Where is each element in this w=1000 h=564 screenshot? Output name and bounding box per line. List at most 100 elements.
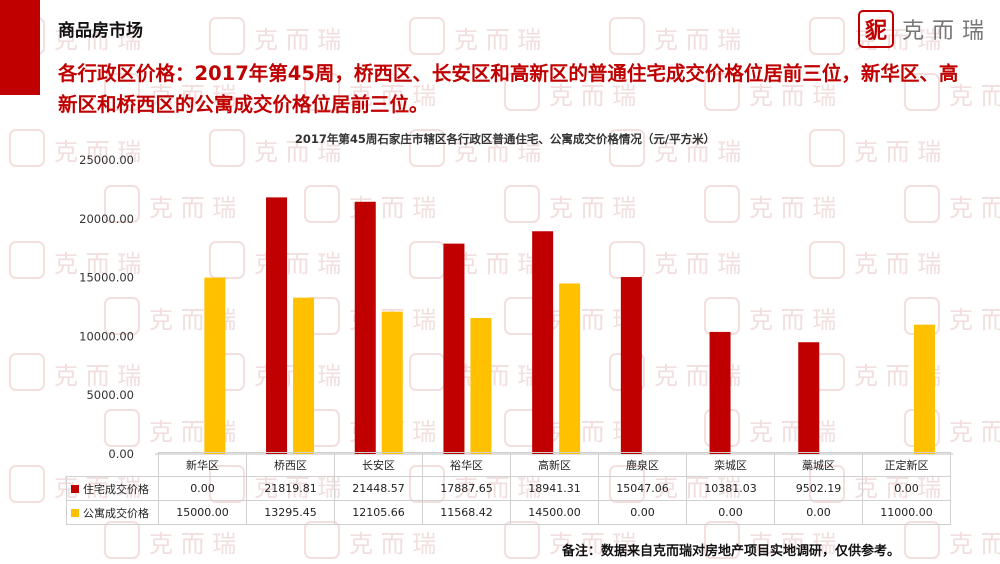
x-category-label: 裕华区 <box>422 452 511 477</box>
data-value-cell: 9502.19 <box>774 476 863 501</box>
watermark-text: 克 而 瑞 <box>454 250 541 278</box>
legend-swatch <box>71 508 79 517</box>
data-value-cell: 17887.65 <box>422 476 511 501</box>
watermark-text: 克 而 瑞 <box>749 194 836 222</box>
data-value-cell: 21448.57 <box>334 476 423 501</box>
watermark-text: 克 而 瑞 <box>349 82 436 110</box>
watermark-seal-icon <box>104 73 140 111</box>
watermark-text: 克 而 瑞 <box>549 530 636 558</box>
bar-residential <box>354 201 376 454</box>
logo-text: 克而瑞 <box>902 19 993 44</box>
watermark-seal-icon <box>409 17 445 55</box>
watermark-text: 克 而 瑞 <box>54 362 141 390</box>
watermark-text: 克 而 瑞 <box>54 26 141 54</box>
watermark-seal-icon <box>809 129 845 167</box>
watermark-text: 克 而 瑞 <box>749 82 836 110</box>
watermark-seal-icon <box>304 73 340 111</box>
watermark-text: 克 而 瑞 <box>54 138 141 166</box>
watermark-seal-icon <box>704 73 740 111</box>
table-corner-cell <box>67 453 159 477</box>
watermark-text: 克 而 瑞 <box>949 82 1000 110</box>
x-category-label: 新华区 <box>158 452 247 477</box>
section-accent-bar <box>0 0 40 95</box>
bar-residential <box>443 243 465 454</box>
watermark-seal-icon <box>304 185 340 223</box>
bar-residential <box>798 342 820 454</box>
legend-entry: 住宅成交价格 <box>66 476 159 501</box>
bar-apartment <box>293 297 315 454</box>
watermark-text: 克 而 瑞 <box>949 306 1000 334</box>
legend-entry: 公寓成交价格 <box>66 500 159 525</box>
watermark-text: 克 而 瑞 <box>549 194 636 222</box>
table-header-row: 新华区 桥西区 长安区 裕华区 高新区 鹿泉区 栾城区 藁城区 正定新区 <box>67 452 951 477</box>
x-category-label: 正定新区 <box>862 452 951 477</box>
watermark-text: 克 而 瑞 <box>949 418 1000 446</box>
watermark-seal-icon <box>104 185 140 223</box>
watermark-text: 克 而 瑞 <box>54 250 141 278</box>
legend-label: 公寓成交价格 <box>83 506 149 520</box>
watermark-seal-icon <box>609 17 645 55</box>
watermark-seal-icon <box>609 129 645 167</box>
watermark-seal-icon <box>809 17 845 55</box>
headline: 各行政区价格：2017年第45周，桥西区、长安区和高新区的普通住宅成交价格位居前… <box>58 62 959 116</box>
x-category-label: 桥西区 <box>246 452 335 477</box>
data-value-cell: 14500.00 <box>510 500 599 525</box>
watermark-text: 克 而 瑞 <box>749 306 836 334</box>
bar-residential <box>620 277 642 454</box>
data-value-cell: 12105.66 <box>334 500 423 525</box>
watermark-text: 克 而 瑞 <box>454 26 541 54</box>
chart-data-table: 新华区 桥西区 长安区 裕华区 高新区 鹿泉区 栾城区 藁城区 正定新区 住宅成交价格 0.00 2… <box>66 452 951 525</box>
table-series-row: 公寓成交价格 15000.00 13295.45 12105.66 11568.42 14… <box>66 500 951 525</box>
watermark-seal-icon <box>9 465 45 503</box>
watermark-text: 克 而 瑞 <box>349 530 436 558</box>
watermark-seal-icon <box>104 409 140 447</box>
data-value-cell: 11568.42 <box>422 500 511 525</box>
watermark-seal-icon <box>9 129 45 167</box>
data-value-cell: 11000.00 <box>862 500 951 525</box>
watermark-text: 克 而 瑞 <box>454 362 541 390</box>
watermark-text: 克 而 瑞 <box>149 82 236 110</box>
data-value-cell: 0.00 <box>158 476 247 501</box>
bar-residential <box>709 331 731 454</box>
data-value-cell: 13295.45 <box>246 500 335 525</box>
bar-apartment <box>470 317 492 454</box>
watermark-seal-icon <box>104 297 140 335</box>
x-category-label: 长安区 <box>334 452 423 477</box>
watermark-text: 克 而 瑞 <box>654 138 741 166</box>
legend-swatch <box>71 484 79 493</box>
y-tick-label: 0.00 <box>108 447 134 461</box>
x-category-label: 高新区 <box>510 452 599 477</box>
watermark-seal-icon <box>504 185 540 223</box>
bar-residential <box>532 231 554 454</box>
bar-apartment <box>913 324 935 454</box>
bar-apartment <box>204 277 226 454</box>
watermark-text: 克 而 瑞 <box>149 530 236 558</box>
watermark-seal-icon <box>704 185 740 223</box>
watermark-seal-icon <box>9 353 45 391</box>
watermark-seal-icon <box>904 73 940 111</box>
y-tick-label: 20000.00 <box>79 212 134 226</box>
table-series-row: 住宅成交价格 0.00 21819.81 21448.57 17887.65 18941.… <box>66 476 951 501</box>
data-value-cell: 10381.03 <box>686 476 775 501</box>
x-category-label: 栾城区 <box>686 452 775 477</box>
y-tick-label: 5000.00 <box>86 388 134 402</box>
x-category-label: 藁城区 <box>774 452 863 477</box>
watermark-text: 克 而 瑞 <box>854 26 941 54</box>
data-value-cell: 15047.06 <box>598 476 687 501</box>
watermark-seal-icon <box>904 185 940 223</box>
y-tick-label: 10000.00 <box>79 329 134 343</box>
watermark-seal-icon <box>9 241 45 279</box>
bar-apartment <box>381 311 403 454</box>
watermark-seal-icon <box>209 241 245 279</box>
watermark-seal-icon <box>409 129 445 167</box>
watermark-text: 克 而 瑞 <box>454 138 541 166</box>
data-value-cell: 0.00 <box>862 476 951 501</box>
watermark-text: 克 而 瑞 <box>749 418 836 446</box>
watermark-text: 克 而 瑞 <box>254 138 341 166</box>
y-tick-label: 25000.00 <box>79 153 134 167</box>
watermark-text: 克 而 瑞 <box>549 82 636 110</box>
data-value-cell: 0.00 <box>774 500 863 525</box>
source-note: 备注：数据来自克而瑞对房地产项目实地调研，仅供参考。 <box>562 544 901 559</box>
chart-title: 2017年第45周石家庄市辖区各行政区普通住宅、公寓成交价格情况（元/平方米） <box>295 132 715 146</box>
